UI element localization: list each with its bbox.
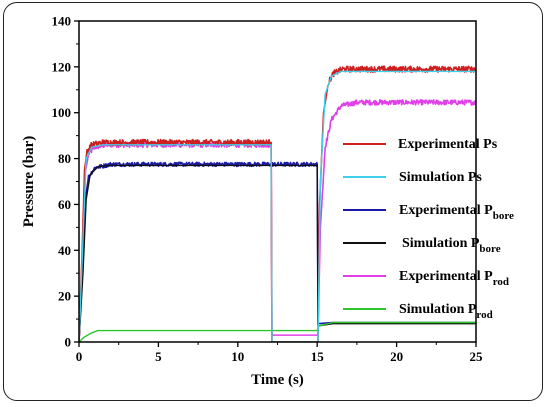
- y-tick-label: 20: [58, 289, 71, 304]
- legend-entry-sim-prod: Simulation Prod: [343, 302, 493, 321]
- legend-entry-exp-pbore: Experimental Pbore: [343, 203, 514, 222]
- x-axis-title: Time (s): [251, 372, 304, 388]
- x-tick-label: 0: [76, 349, 83, 364]
- y-tick-label: 0: [65, 335, 72, 350]
- y-tick-label: 80: [58, 151, 71, 166]
- legend-label: Simulation Prod: [399, 302, 493, 321]
- legend: Experimental Ps Simulation Ps Experimental…: [343, 137, 514, 321]
- y-tick-label: 140: [52, 14, 72, 29]
- axes: 0 5 10 15 20 25 0 20 40 60 80 100 120 140 Time (s) Pres…: [21, 14, 483, 389]
- y-tick-label: 60: [58, 197, 71, 212]
- legend-label: Experimental Ps: [398, 137, 498, 152]
- y-axis-title: Pressure (bar): [21, 136, 37, 228]
- legend-entry-exp-prod: Experimental Prod: [343, 269, 509, 288]
- y-tick-label: 100: [52, 105, 72, 120]
- x-tick-label: 20: [390, 349, 403, 364]
- series-line-sim-pbore: [79, 164, 476, 342]
- series-line-sim-ps: [79, 70, 476, 342]
- y-tick-label: 40: [58, 243, 71, 258]
- x-tick-label: 25: [470, 349, 484, 364]
- series-line-sim-prod: [79, 321, 476, 342]
- legend-entry-sim-ps: Simulation Ps: [343, 170, 482, 185]
- series-line-exp-prod: [79, 99, 476, 342]
- y-tick-label: 120: [52, 59, 72, 74]
- legend-label: Simulation Pbore: [402, 236, 501, 255]
- x-tick-label: 5: [155, 349, 162, 364]
- series-line-exp-ps: [79, 65, 476, 342]
- legend-label: Experimental Prod: [399, 269, 509, 288]
- x-tick-label: 15: [311, 349, 325, 364]
- legend-entry-sim-pbore: Simulation Pbore: [343, 236, 501, 255]
- x-tick-label: 10: [231, 349, 244, 364]
- legend-entry-exp-ps: Experimental Ps: [343, 137, 498, 152]
- legend-label: Experimental Pbore: [399, 203, 514, 222]
- legend-label: Simulation Ps: [399, 170, 482, 185]
